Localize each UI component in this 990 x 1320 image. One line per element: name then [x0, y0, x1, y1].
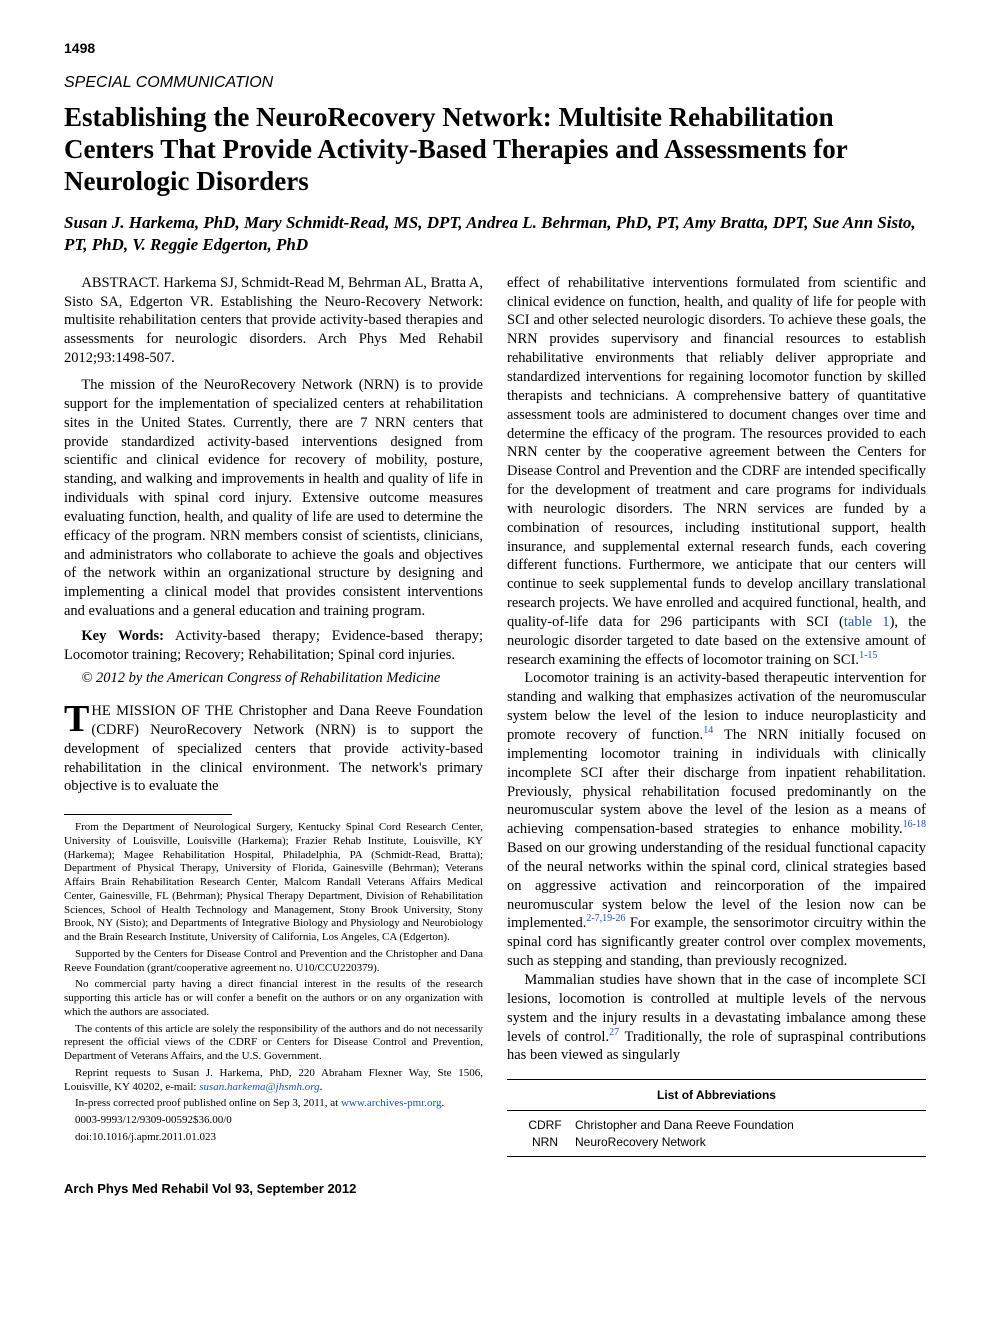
- journal-page: 1498 SPECIAL COMMUNICATION Establishing …: [0, 0, 990, 1226]
- body-columns: ABSTRACT. Harkema SJ, Schmidt-Read M, Be…: [64, 274, 926, 1157]
- ref-2-7-19-26[interactable]: 2-7,19-26: [586, 914, 625, 925]
- abbreviations-box: List of Abbreviations CDRF Christopher a…: [507, 1079, 926, 1157]
- ref-27[interactable]: 27: [609, 1027, 619, 1038]
- archives-link[interactable]: www.archives-pmr.org: [341, 1097, 442, 1109]
- abbrev-val: Christopher and Dana Reeve Foundation: [575, 1118, 918, 1134]
- keywords-label: Key Words:: [81, 628, 164, 644]
- abstract-body: The mission of the NeuroRecovery Network…: [64, 376, 483, 621]
- footnote-issn: 0003-9993/12/9309-00592$36.00/0: [64, 1114, 483, 1128]
- reprint-post: .: [320, 1081, 323, 1093]
- footnote-reprint: Reprint requests to Susan J. Harkema, Ph…: [64, 1067, 483, 1095]
- dropcap: T: [64, 702, 91, 734]
- copyright: © 2012 by the American Congress of Rehab…: [64, 669, 483, 688]
- intro-text: HE MISSION OF THE Christopher and Dana R…: [64, 703, 483, 794]
- footnote-inpress: In-press corrected proof published onlin…: [64, 1097, 483, 1111]
- inpress-text: In-press corrected proof published onlin…: [75, 1097, 341, 1109]
- col2-p1-a: effect of rehabilitative interventions f…: [507, 275, 926, 630]
- table-1-link[interactable]: table 1: [844, 614, 890, 630]
- section-label: SPECIAL COMMUNICATION: [64, 74, 926, 92]
- author-list: Susan J. Harkema, PhD, Mary Schmidt-Read…: [64, 212, 926, 256]
- abbrev-row: CDRF Christopher and Dana Reeve Foundati…: [507, 1117, 926, 1135]
- footnote-affiliations: From the Department of Neurological Surg…: [64, 821, 483, 945]
- footnote-doi: doi:10.1016/j.apmr.2011.01.023: [64, 1131, 483, 1145]
- ref-1-15[interactable]: 1-15: [859, 650, 877, 661]
- article-title: Establishing the NeuroRecovery Network: …: [64, 102, 926, 198]
- footnote-separator: [64, 814, 232, 815]
- inpress-post: .: [442, 1097, 445, 1109]
- abstract-citation: ABSTRACT. Harkema SJ, Schmidt-Read M, Be…: [64, 274, 483, 368]
- col2-p1: effect of rehabilitative interventions f…: [507, 274, 926, 670]
- ref-14[interactable]: 14: [703, 725, 713, 736]
- page-number: 1498: [64, 40, 926, 56]
- footnote-disclaimer: The contents of this article are solely …: [64, 1023, 483, 1064]
- abbrev-key: NRN: [515, 1135, 575, 1151]
- abbrev-row: NRN NeuroRecovery Network: [507, 1134, 926, 1152]
- col2-p2: Locomotor training is an activity-based …: [507, 669, 926, 971]
- footnote-coi: No commercial party having a direct fina…: [64, 978, 483, 1019]
- col2-p2-b: The NRN initially focused on implementin…: [507, 727, 926, 837]
- abbreviations-title: List of Abbreviations: [507, 1084, 926, 1111]
- col2-p3: Mammalian studies have shown that in the…: [507, 971, 926, 1065]
- abbrev-key: CDRF: [515, 1118, 575, 1134]
- keywords: Key Words: Activity-based therapy; Evide…: [64, 627, 483, 665]
- intro-paragraph: THE MISSION OF THE Christopher and Dana …: [64, 702, 483, 796]
- footnotes: From the Department of Neurological Surg…: [64, 821, 483, 1145]
- journal-footer: Arch Phys Med Rehabil Vol 93, September …: [64, 1181, 926, 1196]
- ref-16-18[interactable]: 16-18: [903, 819, 926, 830]
- footnote-support: Supported by the Centers for Disease Con…: [64, 948, 483, 976]
- abbrev-val: NeuroRecovery Network: [575, 1135, 918, 1151]
- reprint-email-link[interactable]: susan.harkema@jhsmh.org: [199, 1081, 319, 1093]
